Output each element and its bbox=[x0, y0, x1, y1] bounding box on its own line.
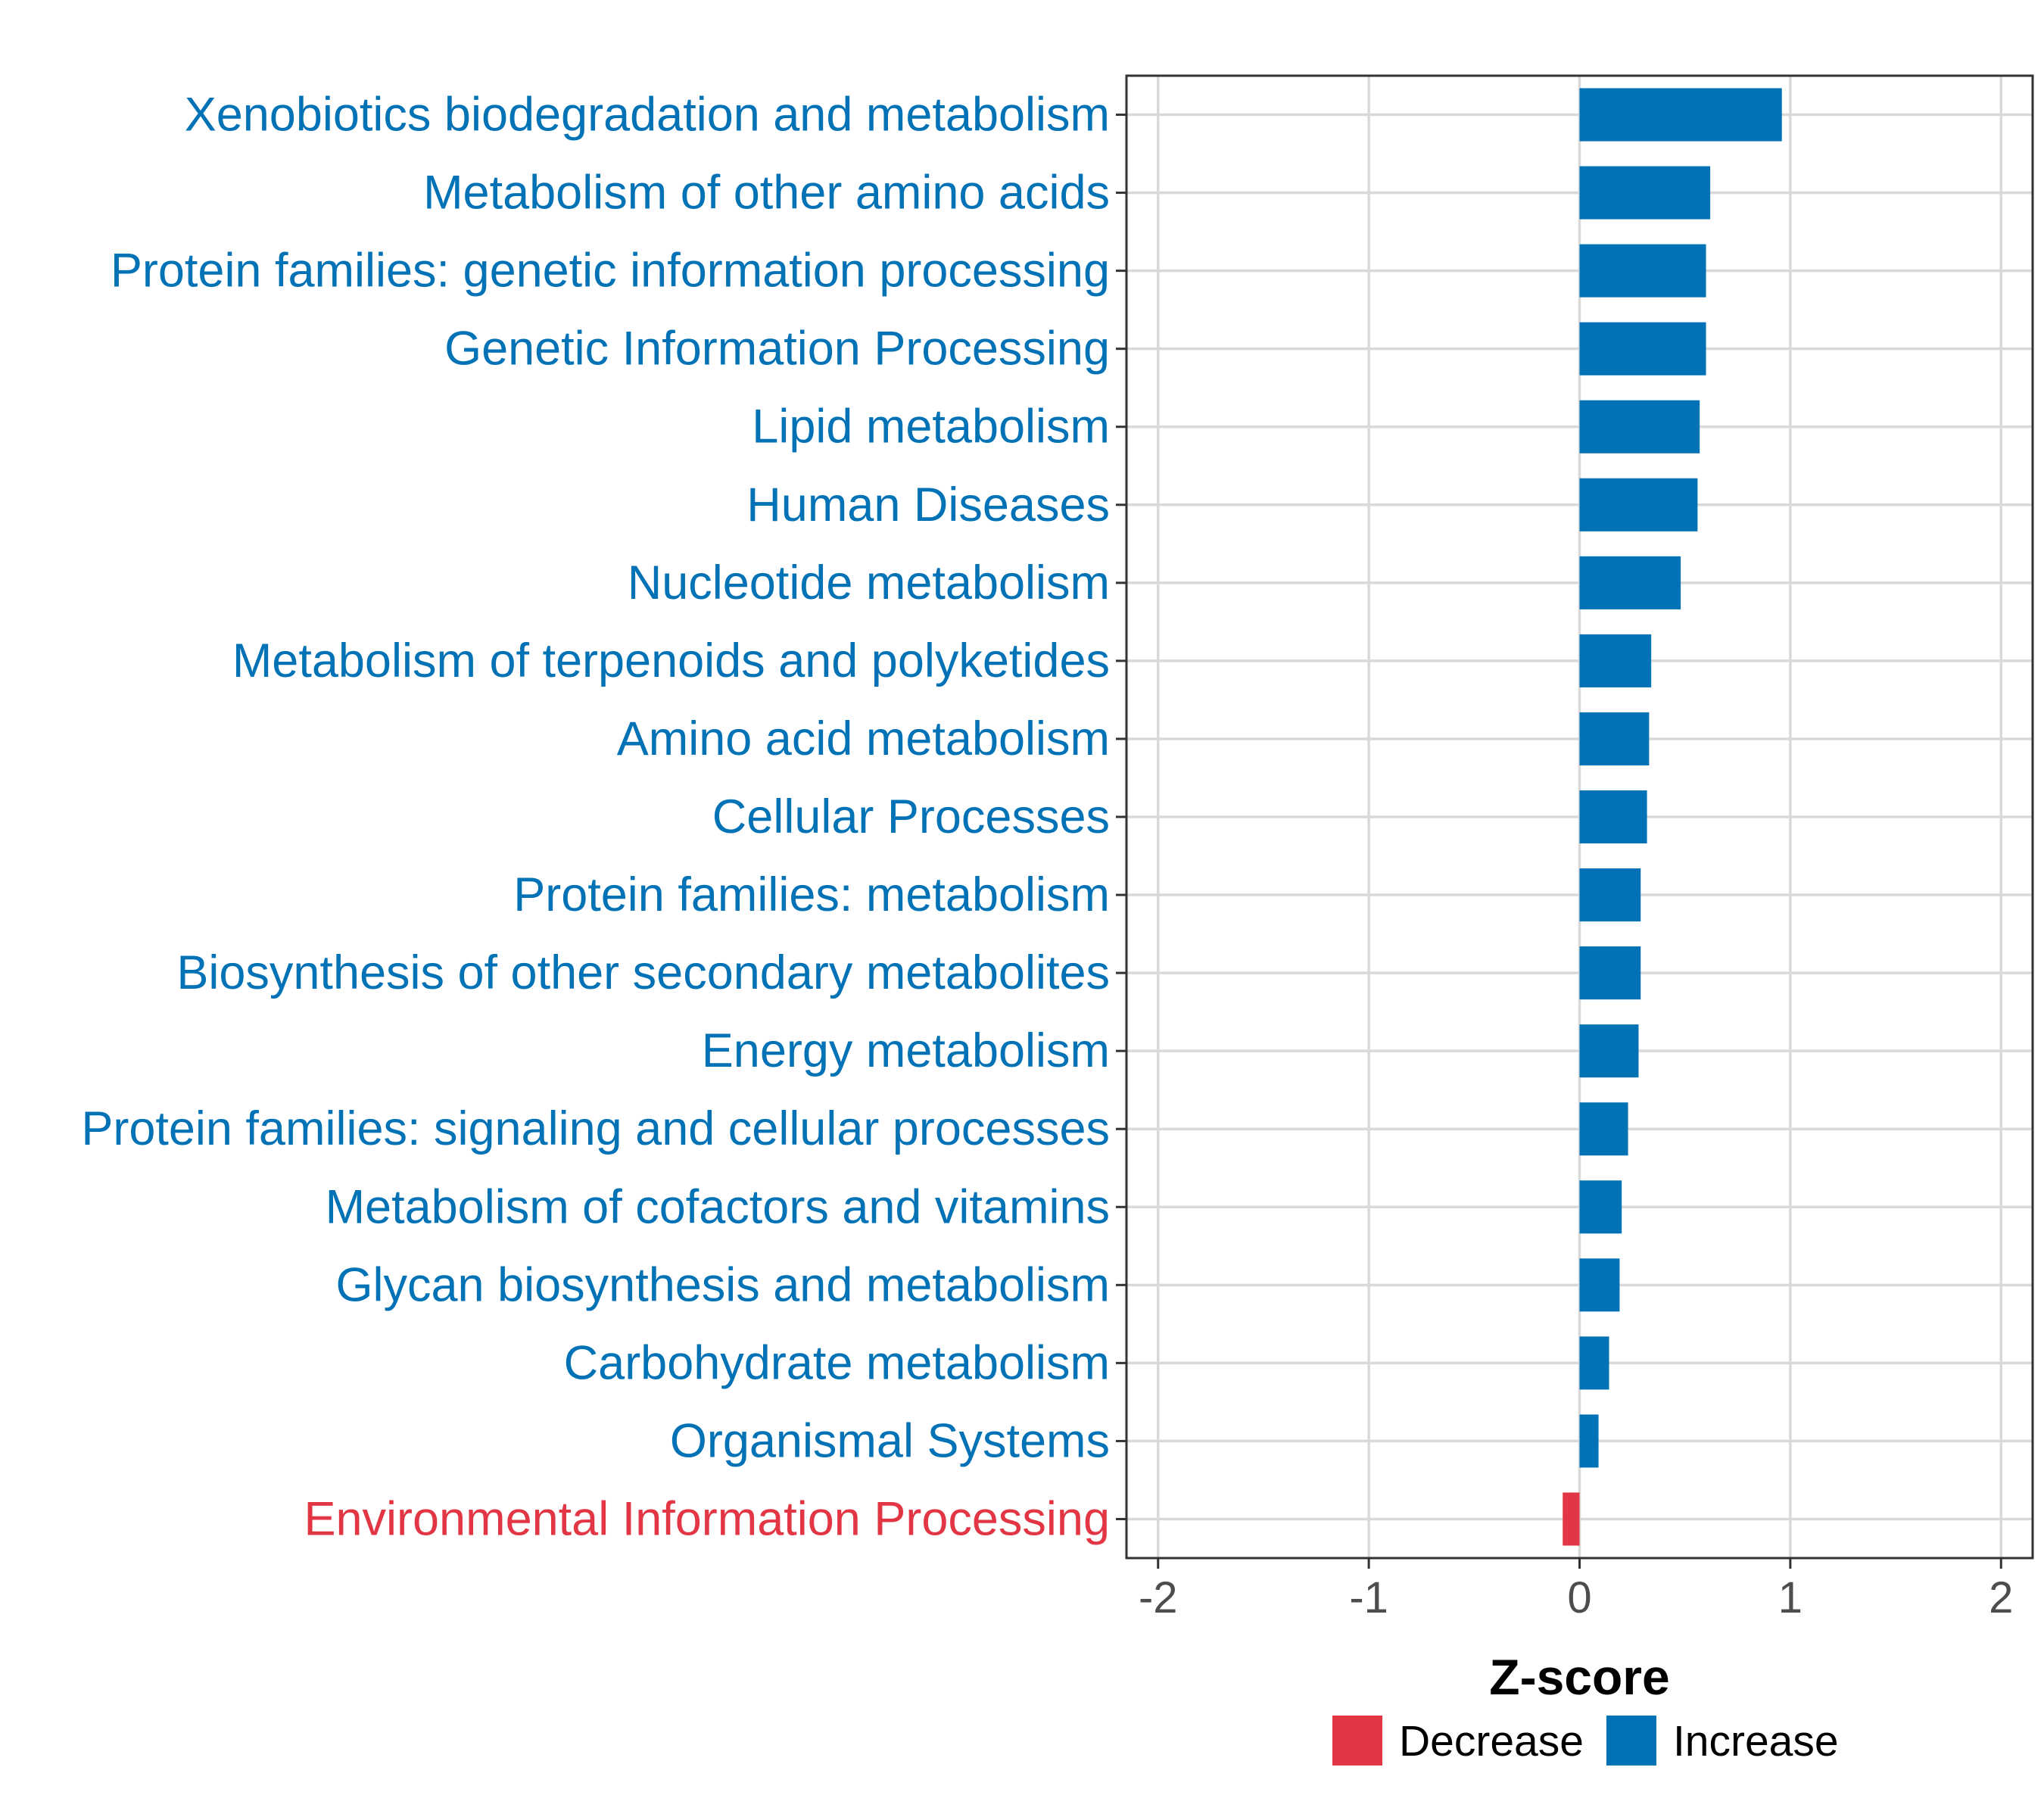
category-label: Metabolism of other amino acids bbox=[423, 167, 1110, 220]
category-label: Organismal Systems bbox=[670, 1414, 1110, 1467]
legend-label: Decrease bbox=[1399, 1717, 1584, 1766]
category-label: Amino acid metabolism bbox=[617, 712, 1110, 765]
x-tick-label: 0 bbox=[1567, 1573, 1591, 1622]
x-tick-label: -2 bbox=[1139, 1573, 1178, 1622]
x-tick-label: -1 bbox=[1349, 1573, 1388, 1622]
x-axis-title: Z-score bbox=[1489, 1649, 1669, 1705]
legend: Decrease Increase bbox=[1332, 1716, 1839, 1766]
bar bbox=[1579, 166, 1711, 220]
category-label: Metabolism of terpenoids and polyketides bbox=[232, 634, 1110, 687]
legend-label: Increase bbox=[1673, 1717, 1839, 1766]
bar bbox=[1579, 1102, 1628, 1156]
bars bbox=[1563, 88, 1782, 1546]
bar bbox=[1579, 400, 1700, 453]
x-tick-label: 1 bbox=[1778, 1573, 1803, 1622]
category-label: Lipid metabolism bbox=[752, 400, 1110, 453]
category-label: Carbohydrate metabolism bbox=[564, 1336, 1110, 1389]
bar bbox=[1563, 1492, 1580, 1546]
x-tick-label: 2 bbox=[1989, 1573, 2013, 1622]
category-label: Cellular Processes bbox=[712, 790, 1110, 843]
category-label: Glycan biosynthesis and metabolism bbox=[336, 1258, 1111, 1311]
category-label: Metabolism of cofactors and vitamins bbox=[326, 1180, 1110, 1233]
x-axis-ticks: -2 -1 0 1 2 bbox=[1139, 1558, 2013, 1622]
category-label: Protein families: metabolism bbox=[513, 868, 1110, 921]
y-axis-ticks bbox=[1116, 114, 1126, 1520]
bar bbox=[1579, 1336, 1609, 1390]
legend-swatch bbox=[1606, 1716, 1656, 1766]
bar bbox=[1579, 946, 1641, 1000]
category-label: Nucleotide metabolism bbox=[628, 556, 1110, 609]
bar bbox=[1579, 1414, 1599, 1468]
legend-swatch bbox=[1332, 1716, 1382, 1766]
category-label: Human Diseases bbox=[746, 478, 1110, 531]
category-label: Protein families: signaling and cellular… bbox=[81, 1102, 1110, 1155]
bar bbox=[1579, 556, 1681, 609]
category-label: Genetic Information Processing bbox=[444, 323, 1110, 376]
bar bbox=[1579, 244, 1706, 298]
category-label: Energy metabolism bbox=[702, 1024, 1110, 1077]
bar bbox=[1579, 88, 1782, 142]
bar bbox=[1579, 478, 1698, 531]
bar bbox=[1579, 1180, 1622, 1234]
bar bbox=[1579, 322, 1706, 376]
category-label: Environmental Information Processing bbox=[304, 1492, 1110, 1545]
bar bbox=[1579, 790, 1647, 844]
bar bbox=[1579, 868, 1641, 922]
category-label: Xenobiotics biodegradation and metabolis… bbox=[185, 89, 1110, 142]
bar bbox=[1579, 712, 1650, 765]
category-label: Biosynthesis of other secondary metaboli… bbox=[176, 946, 1110, 999]
bar bbox=[1579, 634, 1652, 687]
category-label: Protein families: genetic information pr… bbox=[111, 245, 1110, 298]
y-axis-labels: Xenobiotics biodegradation and metabolis… bbox=[81, 89, 1110, 1546]
bar bbox=[1579, 1258, 1620, 1312]
bar bbox=[1579, 1024, 1639, 1078]
